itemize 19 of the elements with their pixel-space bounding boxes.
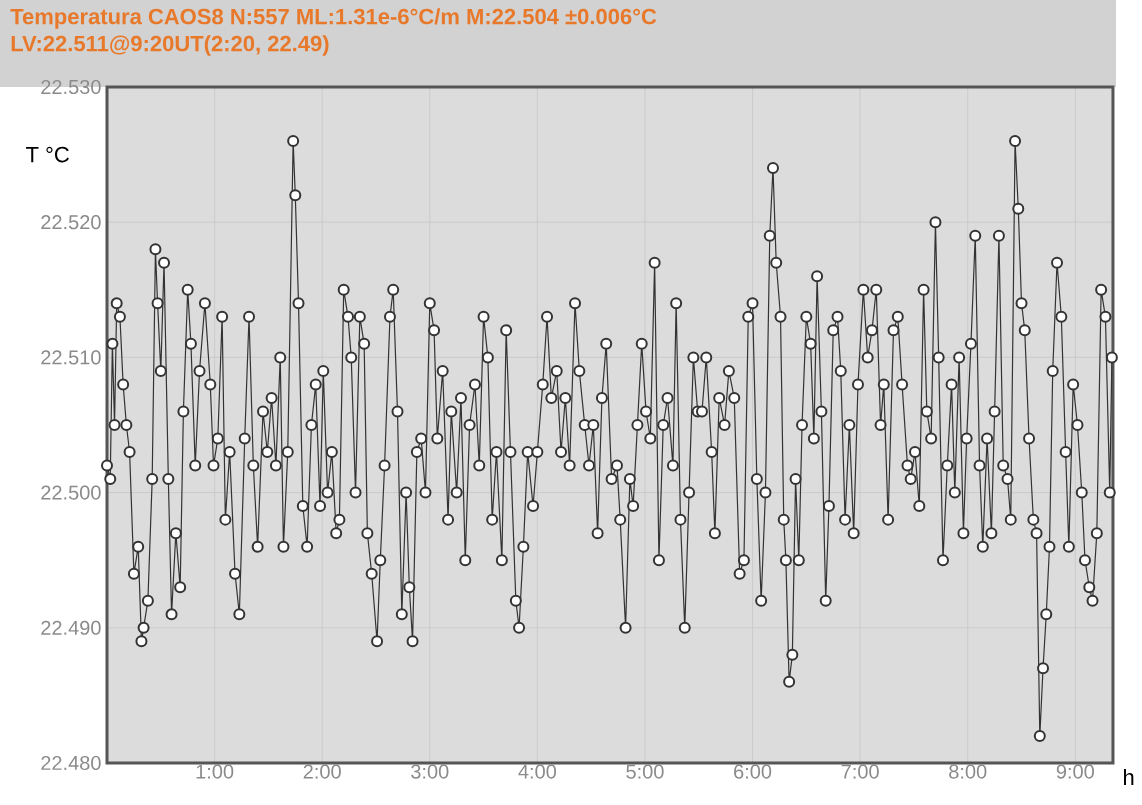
chart-title: Temperatura CAOS8 N:557 ML:1.31e-6°C/m M:22.504 ±0.006°C: [10, 8, 657, 29]
x-tick-label: 3:00: [411, 764, 449, 779]
x-tick-label: 6:00: [734, 764, 772, 779]
x-tick-label: 2:00: [303, 764, 341, 779]
x-tick-label: 9:00: [1056, 764, 1094, 779]
y-axis-title: T °C: [26, 146, 69, 163]
x-tick-label: 4:00: [518, 764, 557, 779]
x-axis-title: h: [1124, 769, 1134, 785]
y-tick-label: 22.490: [41, 620, 101, 635]
x-tick-label: 1:00: [196, 764, 234, 779]
x-tick-label: 5:00: [626, 764, 664, 779]
y-tick-label: 22.530: [41, 79, 101, 95]
y-tick-label: 22.500: [41, 485, 101, 500]
y-tick-label: 22.510: [41, 350, 101, 365]
x-tick-label: 8:00: [949, 764, 987, 779]
y-tick-label: 22.520: [41, 215, 101, 230]
x-tick-label: 7:00: [841, 764, 879, 779]
y-tick-label: 22.480: [41, 755, 101, 771]
chart-subtitle: LV:22.511@9:20UT(2:20, 22.49): [11, 35, 329, 56]
